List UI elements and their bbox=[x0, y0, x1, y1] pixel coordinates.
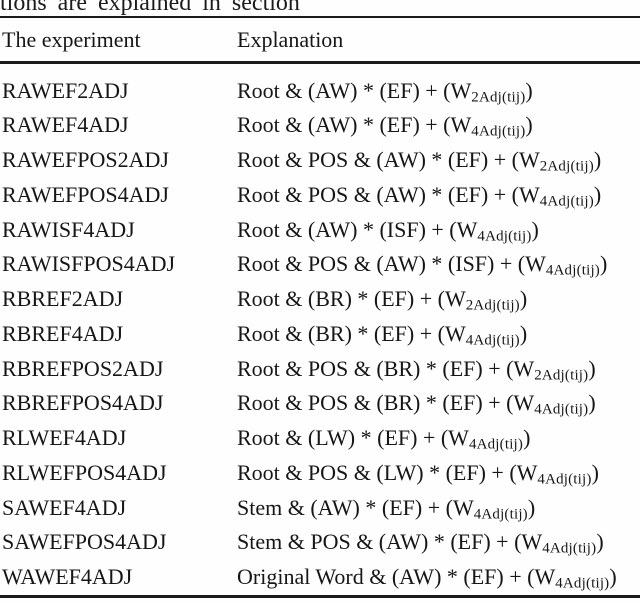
formula-main: Root & (AW) * (EF) + (W bbox=[237, 77, 472, 103]
formula-close: ) bbox=[519, 320, 528, 346]
formula-close: ) bbox=[531, 216, 539, 242]
table-row: RLWEFPOS4ADJ Root & POS & (LW) * (EF) + … bbox=[0, 456, 640, 491]
formula-close: ) bbox=[591, 459, 599, 485]
table-header-rule bbox=[0, 61, 640, 64]
formula-subscript: 4Adj(tij) bbox=[542, 540, 597, 557]
formula-subscript: 4Adj(tij) bbox=[473, 505, 528, 522]
formula-subscript: 4Adj(tij) bbox=[537, 471, 592, 488]
formula-close: ) bbox=[596, 529, 604, 555]
formula-close: ) bbox=[609, 564, 617, 590]
formula-main: Stem & POS & (AW) * (EF) + (W bbox=[237, 529, 543, 555]
explanation-formula: Root & POS & (BR) * (EF) + (W4Adj(tij)) bbox=[237, 386, 596, 421]
formula-close: ) bbox=[593, 181, 602, 207]
formula-main: Root & POS & (AW) * (EF) + (W bbox=[237, 181, 540, 207]
formula-close: ) bbox=[525, 112, 533, 138]
formula-main: Root & POS & (BR) * (EF) + (W bbox=[237, 355, 535, 381]
experiment-name: SAWEF4ADJ bbox=[2, 494, 127, 520]
experiment-name: SAWEFPOS4ADJ bbox=[2, 529, 167, 555]
formula-close: ) bbox=[588, 355, 596, 381]
experiment-name: RAWEF4ADJ bbox=[2, 112, 129, 138]
explanation-formula: Root & POS & (LW) * (EF) + (W4Adj(tij)) bbox=[237, 456, 599, 491]
formula-subscript: 4Adj(tij) bbox=[477, 227, 532, 244]
explanation-formula: Root & (AW) * (EF) + (W4Adj(tij)) bbox=[237, 108, 533, 143]
table-row: RLWEF4ADJ Root & (LW) * (EF) + (W4Adj(ti… bbox=[0, 421, 640, 456]
formula-close: ) bbox=[525, 77, 533, 103]
header-explanation: Explanation bbox=[237, 26, 344, 52]
table-row: RAWISFPOS4ADJ Root & POS & (AW) * (ISF) … bbox=[0, 247, 640, 282]
explanation-formula: Root & (BR) * (EF) + (W2Adj(tij)) bbox=[237, 282, 527, 317]
formula-main: Stem & (AW) * (EF) + (W bbox=[237, 494, 474, 520]
formula-subscript: 4Adj(tij) bbox=[534, 401, 589, 418]
formula-main: Root & POS & (AW) * (EF) + (W bbox=[237, 147, 540, 173]
formula-main: Root & (BR) * (EF) + (W bbox=[237, 320, 466, 346]
table-header-row: The experiment Explanation bbox=[0, 18, 640, 61]
formula-close: ) bbox=[588, 390, 596, 416]
experiment-name: RBREF2ADJ bbox=[2, 286, 124, 312]
experiment-name: RBREFPOS2ADJ bbox=[2, 355, 164, 381]
formula-main: Root & (BR) * (EF) + (W bbox=[237, 286, 466, 312]
explanation-formula: Root & (BR) * (EF) + (W4Adj(tij)) bbox=[237, 317, 527, 352]
table-row: RBREF2ADJ Root & (BR) * (EF) + (W2Adj(ti… bbox=[0, 282, 640, 317]
experiment-name: RAWEFPOS4ADJ bbox=[2, 181, 169, 207]
table-row: RAWEF2ADJ Root & (AW) * (EF) + (W2Adj(ti… bbox=[0, 74, 640, 109]
table-bottom-rule bbox=[0, 595, 640, 598]
table-row: WAWEF4ADJ Original Word & (AW) * (EF) + … bbox=[0, 560, 640, 595]
formula-main: Root & (LW) * (EF) + (W bbox=[237, 425, 469, 451]
experiment-name: RBREF4ADJ bbox=[2, 320, 124, 346]
formula-subscript: 4Adj(tij) bbox=[555, 575, 610, 592]
explanation-formula: Stem & (AW) * (EF) + (W4Adj(tij)) bbox=[237, 491, 535, 526]
experiment-name: WAWEF4ADJ bbox=[2, 564, 133, 590]
experiment-name: RAWISF4ADJ bbox=[2, 216, 135, 242]
experiment-name: RLWEF4ADJ bbox=[2, 425, 127, 451]
explanation-formula: Root & POS & (AW) * (ISF) + (W4Adj(tij)) bbox=[237, 247, 607, 282]
formula-subscript: 4Adj(tij) bbox=[465, 332, 520, 349]
table-row: SAWEF4ADJ Stem & (AW) * (EF) + (W4Adj(ti… bbox=[0, 491, 640, 526]
experiment-name: RBREFPOS4ADJ bbox=[2, 390, 164, 416]
table-top-rule bbox=[0, 15, 640, 18]
explanation-formula: Root & (AW) * (EF) + (W2Adj(tij)) bbox=[237, 74, 533, 109]
table-row: RBREFPOS2ADJ Root & POS & (BR) * (EF) + … bbox=[0, 352, 640, 387]
table-row: RAWEFPOS4ADJ Root & POS & (AW) * (EF) + … bbox=[0, 178, 640, 213]
header-experiment: The experiment bbox=[2, 26, 141, 52]
formula-main: Original Word & (AW) * (EF) + (W bbox=[237, 564, 556, 590]
explanation-formula: Stem & POS & (AW) * (EF) + (W4Adj(tij)) bbox=[237, 525, 604, 560]
formula-subscript: 2Adj(tij) bbox=[465, 297, 520, 314]
table-row: RAWISF4ADJ Root & (AW) * (ISF) + (W4Adj(… bbox=[0, 213, 640, 248]
formula-close: ) bbox=[519, 286, 528, 312]
formula-subscript: 4Adj(tij) bbox=[545, 262, 600, 279]
explanation-formula: Root & (AW) * (ISF) + (W4Adj(tij)) bbox=[237, 213, 539, 248]
caption-fragment: tions are explained in section bbox=[0, 0, 300, 16]
formula-main: Root & POS & (BR) * (EF) + (W bbox=[237, 390, 535, 416]
table-row: RBREF4ADJ Root & (BR) * (EF) + (W4Adj(ti… bbox=[0, 317, 640, 352]
formula-close: ) bbox=[600, 251, 608, 277]
formula-subscript: 2Adj(tij) bbox=[539, 158, 594, 175]
table-body: RAWEF2ADJ Root & (AW) * (EF) + (W2Adj(ti… bbox=[0, 74, 640, 595]
table-row: RBREFPOS4ADJ Root & POS & (BR) * (EF) + … bbox=[0, 386, 640, 421]
formula-subscript: 4Adj(tij) bbox=[471, 123, 526, 140]
experiment-name: RLWEFPOS4ADJ bbox=[2, 459, 167, 485]
formula-main: Root & POS & (LW) * (EF) + (W bbox=[237, 459, 538, 485]
formula-close: ) bbox=[593, 147, 602, 173]
explanation-formula: Root & POS & (AW) * (EF) + (W2Adj(tij)) bbox=[237, 143, 601, 178]
formula-subscript: 4Adj(tij) bbox=[539, 193, 594, 210]
table-row: RAWEF4ADJ Root & (AW) * (EF) + (W4Adj(ti… bbox=[0, 108, 640, 143]
formula-subscript: 2Adj(tij) bbox=[471, 88, 526, 105]
explanation-formula: Original Word & (AW) * (EF) + (W4Adj(tij… bbox=[237, 560, 617, 595]
experiment-name: RAWEF2ADJ bbox=[2, 77, 129, 103]
experiment-name: RAWISFPOS4ADJ bbox=[2, 251, 176, 277]
formula-subscript: 4Adj(tij) bbox=[468, 436, 524, 453]
explanation-formula: Root & (LW) * (EF) + (W4Adj(tij)) bbox=[237, 421, 530, 456]
formula-main: Root & (AW) * (ISF) + (W bbox=[237, 216, 478, 242]
table-row: SAWEFPOS4ADJ Stem & POS & (AW) * (EF) + … bbox=[0, 525, 640, 560]
formula-main: Root & (AW) * (EF) + (W bbox=[237, 112, 472, 138]
formula-main: Root & POS & (AW) * (ISF) + (W bbox=[237, 251, 546, 277]
table-row: RAWEFPOS2ADJ Root & POS & (AW) * (EF) + … bbox=[0, 143, 640, 178]
explanation-formula: Root & POS & (AW) * (EF) + (W4Adj(tij)) bbox=[237, 178, 601, 213]
formula-close: ) bbox=[527, 494, 536, 520]
formula-subscript: 2Adj(tij) bbox=[534, 366, 589, 383]
explanation-formula: Root & POS & (BR) * (EF) + (W2Adj(tij)) bbox=[237, 352, 596, 387]
formula-close: ) bbox=[523, 425, 531, 451]
experiment-name: RAWEFPOS2ADJ bbox=[2, 147, 169, 173]
